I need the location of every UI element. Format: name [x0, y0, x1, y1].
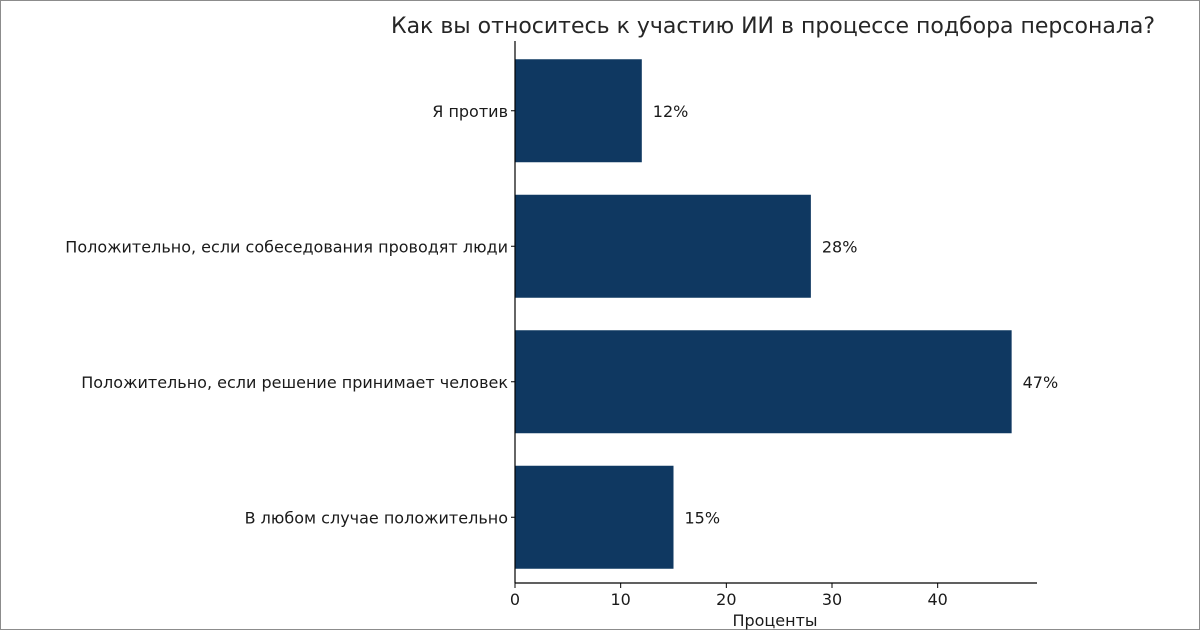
category-label: Положительно, если решение принимает чел… — [81, 373, 508, 392]
value-label: 15% — [685, 508, 721, 527]
category-label: В любом случае положительно — [245, 508, 508, 527]
x-tick-label: 20 — [716, 590, 736, 609]
x-tick-label: 40 — [927, 590, 947, 609]
x-tick-label: 10 — [610, 590, 630, 609]
chart-title: Как вы относитесь к участию ИИ в процесс… — [391, 14, 1155, 39]
x-tick-label: 0 — [510, 590, 520, 609]
x-axis-title: Проценты — [732, 611, 817, 630]
bars-group — [515, 59, 1012, 569]
category-labels-group: Я против Положительно, если собеседования… — [65, 102, 508, 528]
bar — [515, 330, 1012, 434]
value-labels-group: 12% 28% 47% 15% — [653, 102, 1058, 528]
category-label: Положительно, если собеседования проводя… — [65, 237, 508, 256]
bar — [515, 194, 811, 298]
x-ticks-group: 0 10 20 30 40 — [510, 110, 948, 609]
x-tick-label: 30 — [822, 590, 842, 609]
axes-group — [514, 41, 1037, 584]
category-label: Я против — [432, 102, 508, 121]
bar — [515, 59, 642, 163]
value-label: 47% — [1023, 373, 1059, 392]
value-label: 28% — [822, 237, 858, 256]
value-label: 12% — [653, 102, 689, 121]
bar — [515, 465, 674, 569]
